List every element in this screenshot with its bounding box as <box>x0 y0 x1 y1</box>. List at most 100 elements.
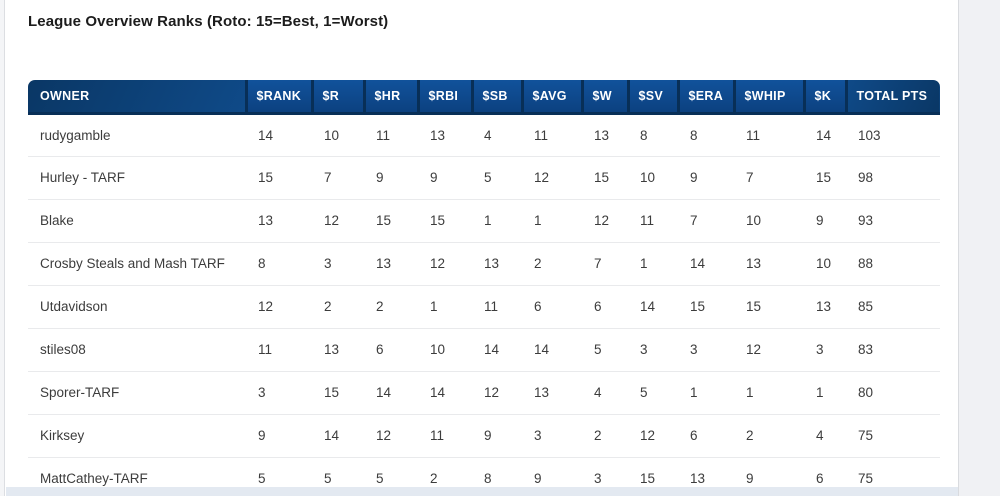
stat-cell: 7 <box>312 156 364 200</box>
stat-cell: 12 <box>628 414 678 458</box>
stat-cell: 11 <box>628 199 678 243</box>
stat-cell: 15 <box>734 285 804 329</box>
stat-cell: 11 <box>472 285 522 329</box>
table-header-row: OWNER $RANK $R $HR $RBI $SB $AVG $W $SV $ERA $WHIP… <box>28 80 940 115</box>
page-title: League Overview Ranks (Roto: 15=Best, 1=… <box>28 13 389 30</box>
stat-cell: 5 <box>628 371 678 415</box>
table-row: Kirksey 9 14 12 11 9 3 2 12 6 2 4 75 <box>28 414 940 458</box>
column-header-k[interactable]: $K <box>802 80 846 115</box>
owner-cell: Blake <box>28 199 246 243</box>
stat-cell: 15 <box>804 156 846 200</box>
column-header-w[interactable]: $W <box>580 80 628 115</box>
column-header-sb[interactable]: $SB <box>470 80 522 115</box>
stat-cell: 3 <box>628 328 678 372</box>
stat-cell: 1 <box>472 199 522 243</box>
owner-cell: Utdavidson <box>28 285 246 329</box>
owner-cell: Sporer-TARF <box>28 371 246 415</box>
stat-cell: 9 <box>246 414 312 458</box>
bottom-strip <box>6 487 958 496</box>
column-header-r[interactable]: $R <box>310 80 364 115</box>
stat-cell: 88 <box>846 242 940 286</box>
stat-cell: 4 <box>582 371 628 415</box>
stat-cell: 11 <box>734 113 804 157</box>
stat-cell: 5 <box>582 328 628 372</box>
stat-cell: 15 <box>418 199 472 243</box>
stat-cell: 15 <box>582 156 628 200</box>
stat-cell: 9 <box>678 156 734 200</box>
column-header-hr[interactable]: $HR <box>362 80 418 115</box>
left-gutter <box>0 0 5 496</box>
column-header-era[interactable]: $ERA <box>676 80 734 115</box>
stat-cell: 80 <box>846 371 940 415</box>
stat-cell: 15 <box>246 156 312 200</box>
stat-cell: 3 <box>522 414 582 458</box>
owner-cell: Hurley - TARF <box>28 156 246 200</box>
stat-cell: 15 <box>678 285 734 329</box>
column-header-owner[interactable]: OWNER <box>28 80 246 115</box>
stat-cell: 10 <box>418 328 472 372</box>
stat-cell: 10 <box>628 156 678 200</box>
stat-cell: 1 <box>628 242 678 286</box>
stat-cell: 1 <box>734 371 804 415</box>
stat-cell: 14 <box>804 113 846 157</box>
stat-cell: 13 <box>522 371 582 415</box>
stat-cell: 11 <box>246 328 312 372</box>
owner-cell: Kirksey <box>28 414 246 458</box>
stat-cell: 12 <box>522 156 582 200</box>
stat-cell: 4 <box>804 414 846 458</box>
stat-cell: 1 <box>804 371 846 415</box>
stat-cell: 13 <box>734 242 804 286</box>
stat-cell: 13 <box>418 113 472 157</box>
stat-cell: 14 <box>312 414 364 458</box>
column-header-total-pts[interactable]: TOTAL PTS <box>844 80 940 115</box>
stat-cell: 12 <box>364 414 418 458</box>
right-side-panel <box>958 0 1000 496</box>
owner-cell: Crosby Steals and Mash TARF <box>28 242 246 286</box>
column-header-rbi[interactable]: $RBI <box>416 80 472 115</box>
stat-cell: 12 <box>734 328 804 372</box>
stat-cell: 9 <box>418 156 472 200</box>
stat-cell: 13 <box>582 113 628 157</box>
stat-cell: 98 <box>846 156 940 200</box>
stat-cell: 12 <box>418 242 472 286</box>
stat-cell: 1 <box>678 371 734 415</box>
stat-cell: 2 <box>582 414 628 458</box>
stat-cell: 10 <box>312 113 364 157</box>
column-header-rank[interactable]: $RANK <box>244 80 312 115</box>
stat-cell: 11 <box>418 414 472 458</box>
column-header-whip[interactable]: $WHIP <box>732 80 804 115</box>
stat-cell: 11 <box>364 113 418 157</box>
stat-cell: 2 <box>364 285 418 329</box>
table-row: Sporer-TARF 3 15 14 14 12 13 4 5 1 1 1 80 <box>28 371 940 415</box>
stat-cell: 14 <box>364 371 418 415</box>
table-row: rudygamble 14 10 11 13 4 11 13 8 8 11 14 103 <box>28 113 940 157</box>
stat-cell: 7 <box>734 156 804 200</box>
stat-cell: 85 <box>846 285 940 329</box>
table-row: Utdavidson 12 2 2 1 11 6 6 14 15 15 13 85 <box>28 285 940 329</box>
stat-cell: 7 <box>678 199 734 243</box>
table-row: stiles08 11 13 6 10 14 14 5 3 3 12 3 83 <box>28 328 940 372</box>
stat-cell: 83 <box>846 328 940 372</box>
stat-cell: 4 <box>472 113 522 157</box>
stat-cell: 6 <box>364 328 418 372</box>
column-header-sv[interactable]: $SV <box>626 80 678 115</box>
stat-cell: 2 <box>312 285 364 329</box>
stat-cell: 2 <box>734 414 804 458</box>
stat-cell: 7 <box>582 242 628 286</box>
stat-cell: 9 <box>472 414 522 458</box>
stat-cell: 8 <box>628 113 678 157</box>
stat-cell: 3 <box>804 328 846 372</box>
stat-cell: 9 <box>804 199 846 243</box>
stat-cell: 14 <box>522 328 582 372</box>
column-header-avg[interactable]: $AVG <box>520 80 582 115</box>
stat-cell: 9 <box>364 156 418 200</box>
stat-cell: 15 <box>312 371 364 415</box>
stat-cell: 13 <box>472 242 522 286</box>
league-overview-ranks-table: OWNER $RANK $R $HR $RBI $SB $AVG $W $SV $ERA $WHIP… <box>28 80 940 496</box>
stat-cell: 12 <box>246 285 312 329</box>
stat-cell: 8 <box>678 113 734 157</box>
stat-cell: 1 <box>418 285 472 329</box>
stat-cell: 14 <box>246 113 312 157</box>
stat-cell: 5 <box>472 156 522 200</box>
